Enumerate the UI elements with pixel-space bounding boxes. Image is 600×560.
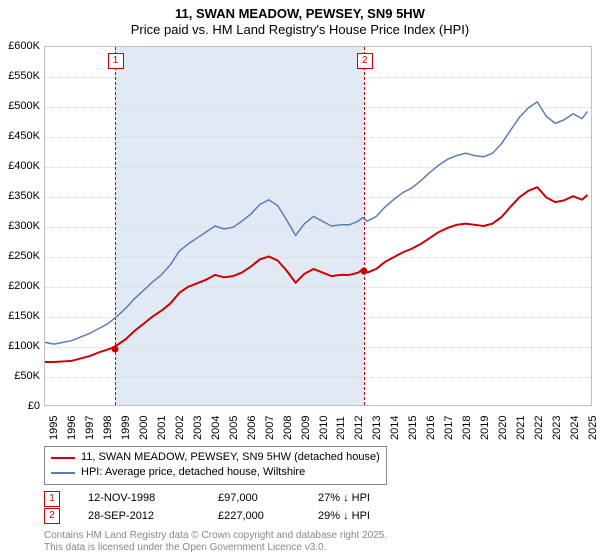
x-tick-label: 1998	[102, 416, 114, 440]
row-price: £227,000	[218, 508, 318, 526]
x-tick-label: 2020	[497, 416, 509, 440]
footer-line2: This data is licensed under the Open Gov…	[44, 542, 387, 554]
x-tick-label: 2003	[192, 416, 204, 440]
footer-line1: Contains HM Land Registry data © Crown c…	[44, 530, 387, 542]
x-tick-label: 2005	[228, 416, 240, 440]
x-tick-label: 2024	[569, 416, 581, 440]
x-tick-label: 2001	[156, 416, 168, 440]
x-tick-label: 1996	[66, 416, 78, 440]
price-data-table: 1 12-NOV-1998 £97,000 27% ↓ HPI 2 28-SEP…	[44, 490, 370, 525]
x-tick-label: 2025	[587, 416, 599, 440]
y-tick-label: £350K	[0, 190, 40, 202]
x-tick-label: 2004	[210, 416, 222, 440]
title-block: 11, SWAN MEADOW, PEWSEY, SN9 5HW Price p…	[0, 0, 600, 39]
legend-item-hpi: HPI: Average price, detached house, Wilt…	[51, 465, 380, 480]
x-tick-label: 2009	[300, 416, 312, 440]
footer-attribution: Contains HM Land Registry data © Crown c…	[44, 530, 387, 554]
y-tick-label: £500K	[0, 100, 40, 112]
title-line1: 11, SWAN MEADOW, PEWSEY, SN9 5HW	[0, 6, 600, 22]
sale-point-marker	[111, 345, 118, 352]
y-tick-label: £250K	[0, 250, 40, 262]
legend-swatch-hpi	[51, 472, 75, 474]
title-line2: Price paid vs. HM Land Registry's House …	[0, 22, 600, 38]
legend: 11, SWAN MEADOW, PEWSEY, SN9 5HW (detach…	[44, 446, 387, 485]
x-tick-label: 2015	[407, 416, 419, 440]
plot-layer: 12	[45, 47, 591, 405]
x-tick-label: 2017	[443, 416, 455, 440]
x-tick-label: 2014	[389, 416, 401, 440]
x-tick-label: 2002	[174, 416, 186, 440]
price-data-row: 1 12-NOV-1998 £97,000 27% ↓ HPI	[44, 490, 370, 508]
row-marker-1: 1	[44, 491, 60, 507]
row-marker-2: 2	[44, 508, 60, 524]
x-tick-label: 2019	[479, 416, 491, 440]
legend-item-price: 11, SWAN MEADOW, PEWSEY, SN9 5HW (detach…	[51, 450, 380, 465]
y-tick-label: £0	[0, 400, 40, 412]
x-tick-label: 1995	[48, 416, 60, 440]
chart-plot-area: 12	[44, 46, 592, 406]
series-hpi	[45, 102, 587, 344]
line-series-layer	[45, 47, 591, 405]
y-tick-label: £450K	[0, 130, 40, 142]
x-tick-label: 2007	[264, 416, 276, 440]
x-tick-label: 2006	[246, 416, 258, 440]
y-tick-label: £50K	[0, 370, 40, 382]
sale-point-marker	[360, 267, 367, 274]
x-tick-label: 2011	[335, 416, 347, 440]
row-hpi-delta: 29% ↓ HPI	[318, 508, 370, 526]
x-tick-label: 2016	[425, 416, 437, 440]
y-tick-label: £100K	[0, 340, 40, 352]
row-hpi-delta: 27% ↓ HPI	[318, 490, 370, 508]
y-tick-label: £150K	[0, 310, 40, 322]
x-tick-label: 2000	[138, 416, 150, 440]
x-tick-label: 2018	[461, 416, 473, 440]
x-tick-label: 2010	[318, 416, 330, 440]
chart-container: 11, SWAN MEADOW, PEWSEY, SN9 5HW Price p…	[0, 0, 600, 560]
x-tick-label: 2008	[282, 416, 294, 440]
x-tick-label: 2021	[515, 416, 527, 440]
row-price: £97,000	[218, 490, 318, 508]
x-tick-label: 1997	[84, 416, 96, 440]
y-tick-label: £550K	[0, 70, 40, 82]
y-tick-label: £200K	[0, 280, 40, 292]
y-tick-label: £400K	[0, 160, 40, 172]
x-tick-label: 2022	[533, 416, 545, 440]
y-tick-label: £300K	[0, 220, 40, 232]
x-tick-label: 2012	[353, 416, 365, 440]
x-tick-label: 1999	[120, 416, 132, 440]
legend-label-hpi: HPI: Average price, detached house, Wilt…	[81, 465, 305, 480]
series-price-paid	[45, 187, 587, 362]
row-date: 28-SEP-2012	[88, 508, 218, 526]
legend-swatch-price	[51, 457, 75, 459]
price-data-row: 2 28-SEP-2012 £227,000 29% ↓ HPI	[44, 508, 370, 526]
row-date: 12-NOV-1998	[88, 490, 218, 508]
legend-label-price: 11, SWAN MEADOW, PEWSEY, SN9 5HW (detach…	[81, 450, 380, 465]
x-tick-label: 2023	[551, 416, 563, 440]
x-tick-label: 2013	[371, 416, 383, 440]
y-tick-label: £600K	[0, 40, 40, 52]
